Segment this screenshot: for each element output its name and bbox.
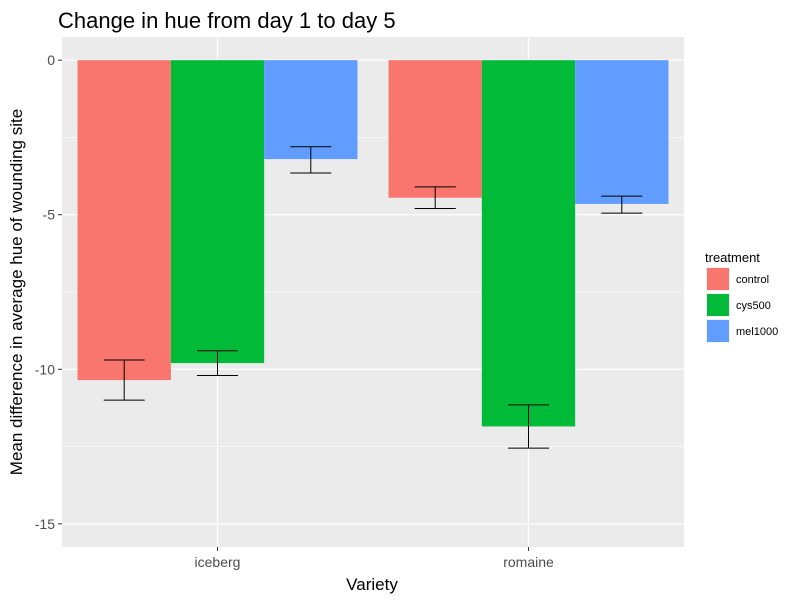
bar-cys500-romaine xyxy=(481,60,576,427)
legend-item-mel1000: mel1000 xyxy=(706,319,778,343)
y-tick-label: -10 xyxy=(35,361,55,377)
y-axis-ticks: 0 -5 -10 -15 xyxy=(35,52,62,532)
x-tick-label: romaine xyxy=(503,554,554,570)
error-bar-control-romaine xyxy=(414,186,456,210)
x-tick-label: iceberg xyxy=(195,554,241,570)
error-bar-cys500-iceberg xyxy=(196,350,239,376)
bar-mel1000-iceberg xyxy=(264,60,358,160)
bar-cys500-iceberg xyxy=(170,60,265,364)
legend-swatch xyxy=(707,268,729,290)
legend-item-cys500: cys500 xyxy=(706,293,771,317)
legend-label: control xyxy=(736,274,769,286)
bars xyxy=(77,60,669,427)
y-tick-label: 0 xyxy=(47,52,55,68)
legend-swatch xyxy=(707,294,729,316)
error-bar-cys500-romaine xyxy=(507,404,550,449)
error-bar-mel1000-romaine xyxy=(601,195,643,214)
legend: treatment control cys500 mel1000 xyxy=(705,250,778,343)
bar-control-iceberg xyxy=(77,60,171,381)
y-tick-label: -15 xyxy=(35,516,55,532)
error-bars xyxy=(103,146,643,449)
legend-item-control: control xyxy=(706,267,769,291)
x-axis-title: Variety xyxy=(346,575,398,594)
legend-label: cys500 xyxy=(736,300,771,312)
error-bar-mel1000-iceberg xyxy=(290,146,332,174)
bar-control-romaine xyxy=(388,60,482,198)
legend-title: treatment xyxy=(705,250,760,265)
x-axis-ticks: iceberg romaine xyxy=(195,547,554,570)
legend-swatch xyxy=(707,320,729,342)
legend-items: control cys500 mel1000 xyxy=(706,267,778,343)
legend-label: mel1000 xyxy=(736,326,778,338)
chart-title: Change in hue from day 1 to day 5 xyxy=(58,8,396,33)
error-bar-control-iceberg xyxy=(103,359,145,401)
bar-mel1000-romaine xyxy=(575,60,669,204)
y-axis-title: Mean difference in average hue of woundi… xyxy=(7,109,26,475)
y-tick-label: -5 xyxy=(43,207,56,223)
